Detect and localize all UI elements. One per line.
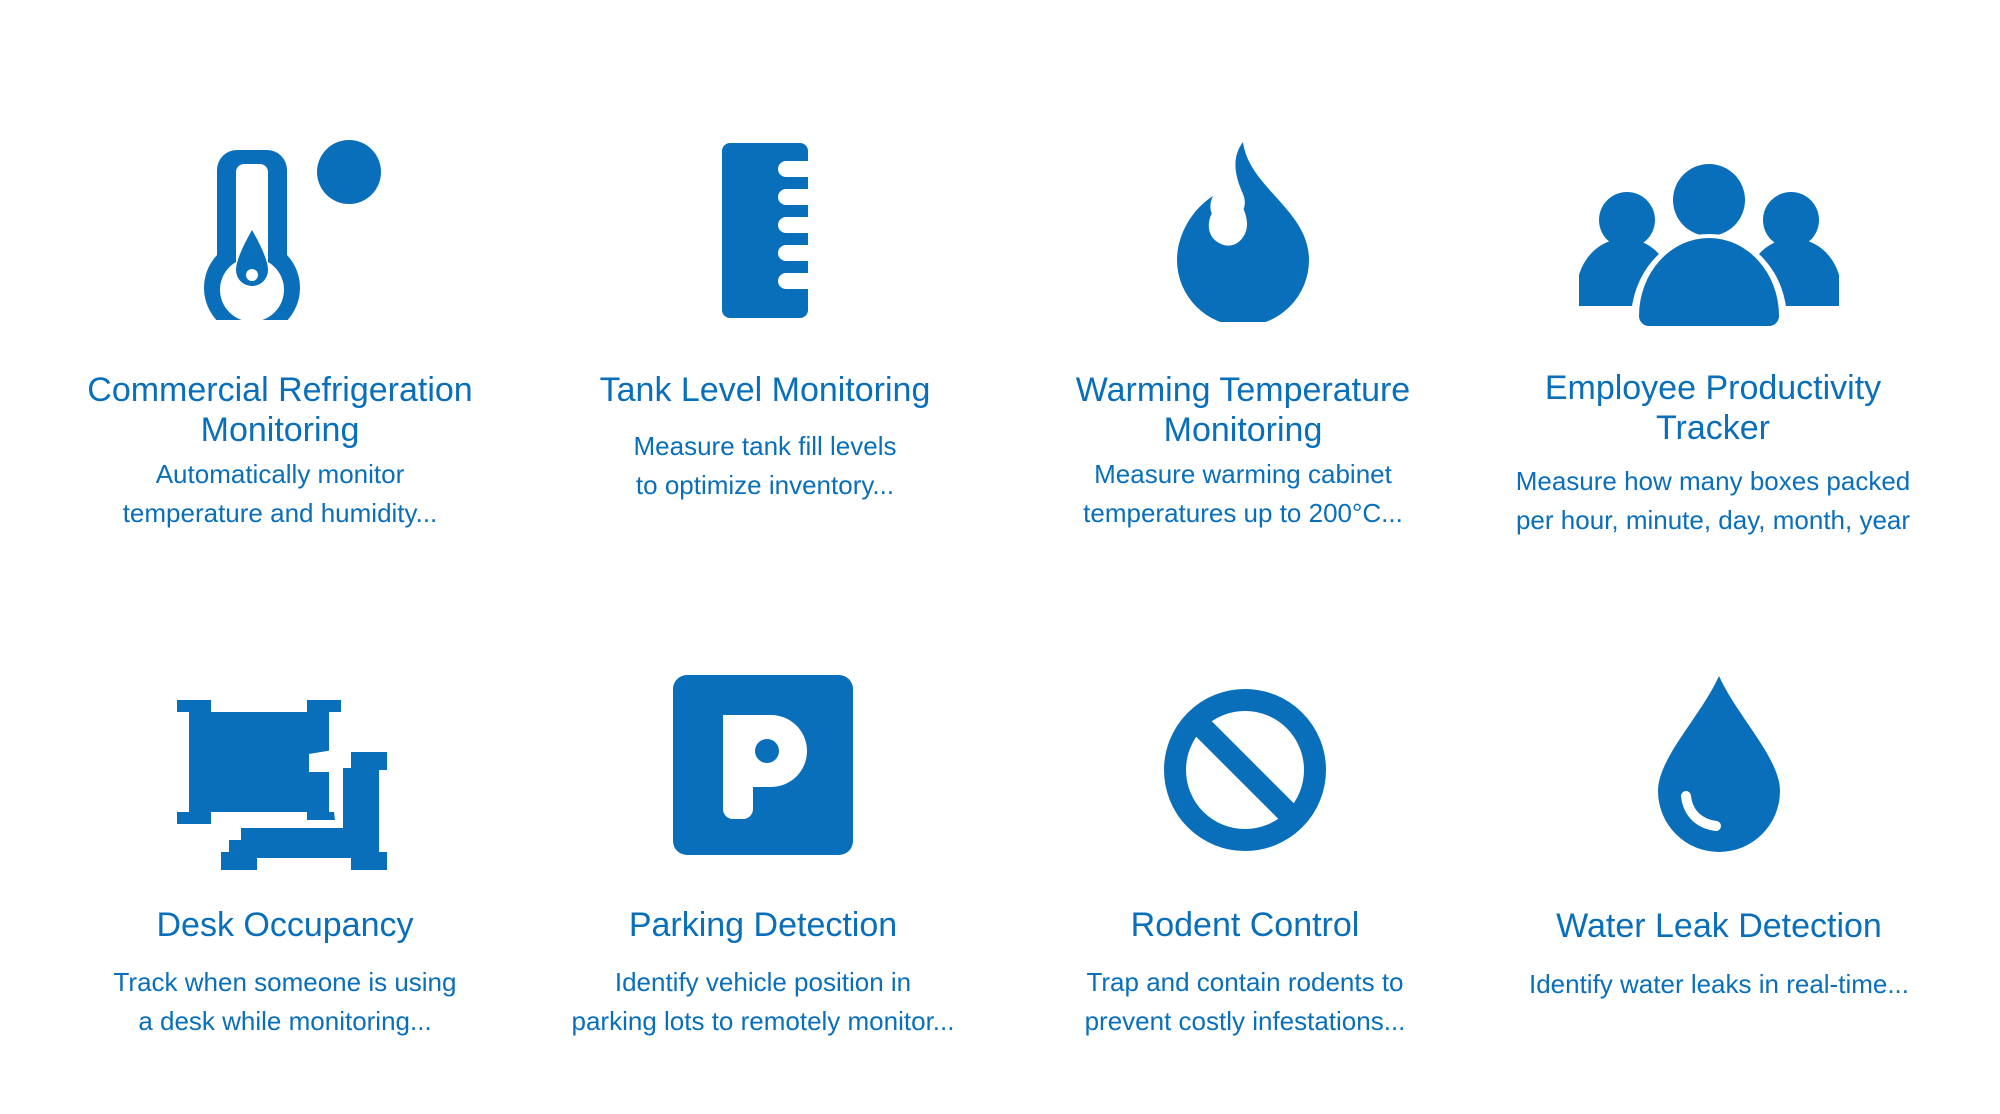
card-title: Employee Productivity Tracker bbox=[1544, 369, 1882, 447]
feature-card-parking[interactable]: Parking Detection Identify vehicle posit… bbox=[528, 560, 998, 1114]
feature-card-desk[interactable]: Desk Occupancy Track when someone is usi… bbox=[50, 560, 520, 1114]
card-description: Automatically monitor temperature and hu… bbox=[122, 459, 438, 528]
feature-card-refrigeration[interactable]: Commercial Refrigeration Monitoring Auto… bbox=[45, 0, 515, 560]
flame-icon bbox=[1173, 140, 1313, 322]
card-description: Track when someone is using a desk while… bbox=[113, 967, 457, 1036]
card-title: Warming Temperature Monitoring bbox=[1075, 371, 1411, 449]
card-title: Rodent Control bbox=[1130, 906, 1360, 944]
people-group-icon bbox=[1579, 158, 1839, 330]
ruler-icon bbox=[720, 143, 810, 318]
feature-card-tank-level[interactable]: Tank Level Monitoring Measure tank fill … bbox=[530, 0, 1000, 560]
desk-chairs-icon bbox=[175, 700, 395, 870]
feature-card-warming[interactable]: Warming Temperature Monitoring Measure w… bbox=[1008, 0, 1478, 560]
card-title: Water Leak Detection bbox=[1556, 907, 1882, 945]
card-title: Parking Detection bbox=[628, 906, 898, 944]
thermometer-icon bbox=[202, 140, 382, 320]
card-description: Measure tank fill levels to optimize inv… bbox=[633, 431, 897, 500]
prohibited-icon bbox=[1163, 688, 1327, 852]
card-title: Commercial Refrigeration Monitoring bbox=[87, 371, 473, 449]
parking-sign-icon bbox=[673, 675, 853, 855]
feature-card-productivity[interactable]: Employee Productivity Tracker Measure ho… bbox=[1478, 0, 1948, 560]
water-drop-icon bbox=[1658, 676, 1780, 852]
card-title: Desk Occupancy bbox=[156, 906, 414, 944]
card-description: Identify vehicle position in parking lot… bbox=[571, 967, 955, 1036]
card-description: Trap and contain rodents to prevent cost… bbox=[1084, 967, 1406, 1036]
card-description: Measure how many boxes packed per hour, … bbox=[1515, 466, 1911, 535]
feature-card-rodent[interactable]: Rodent Control Trap and contain rodents … bbox=[1010, 560, 1480, 1114]
card-description: Identify water leaks in real-time... bbox=[1528, 969, 1910, 999]
feature-card-water-leak[interactable]: Water Leak Detection Identify water leak… bbox=[1484, 560, 1954, 1114]
card-description: Measure warming cabinet temperatures up … bbox=[1083, 459, 1403, 528]
card-title: Tank Level Monitoring bbox=[599, 371, 931, 409]
